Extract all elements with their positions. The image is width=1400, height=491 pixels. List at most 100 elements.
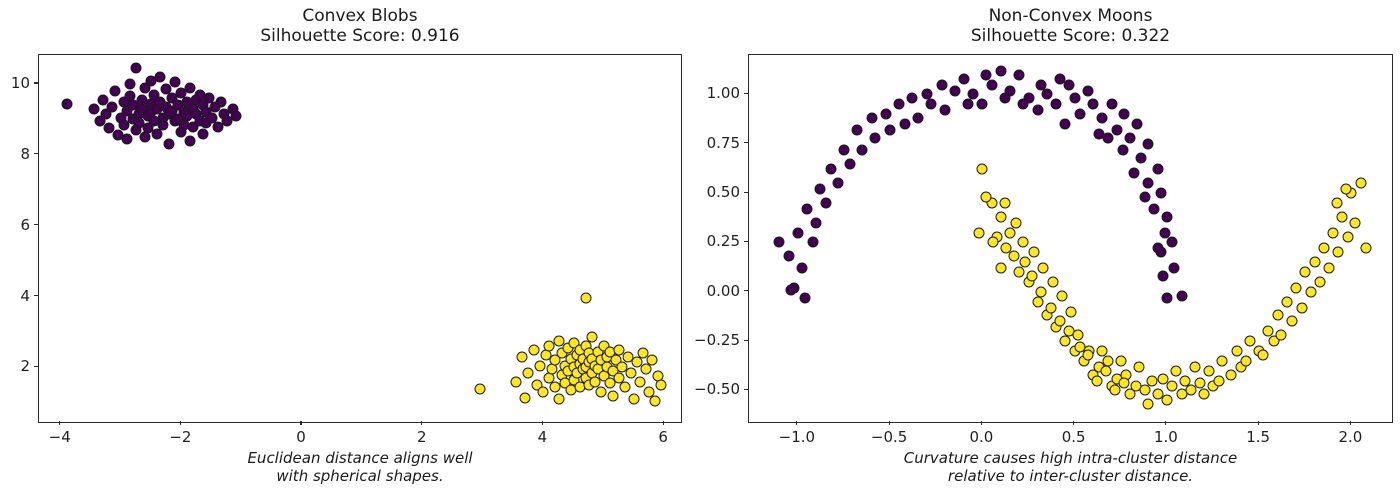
moon-cluster-1-point [1161, 394, 1173, 406]
x-tick-mark [662, 421, 664, 425]
moon-cluster-1-point [1275, 329, 1287, 341]
x-tick-mark [541, 421, 544, 425]
moon-cluster-0-point [1004, 85, 1016, 97]
moon-cluster-0-point [1168, 262, 1180, 274]
x-tick-label: −2 [169, 428, 192, 446]
moon-cluster-1-point [1019, 256, 1031, 268]
moon-cluster-0-point [851, 124, 863, 136]
blob-cluster-0-point [100, 108, 112, 120]
moon-cluster-0-point [1054, 73, 1066, 85]
moon-cluster-1-point [995, 262, 1007, 274]
x-tick-mark [59, 421, 61, 425]
moon-cluster-0-point [1063, 79, 1075, 91]
moon-cluster-1-point [1059, 335, 1071, 347]
right-plot-xlabel: Curvature causes high intra-cluster dist… [748, 449, 1393, 485]
x-tick-label: 2.0 [1338, 428, 1363, 446]
moon-cluster-1-point [1004, 227, 1016, 239]
moon-cluster-0-point [906, 92, 918, 104]
moon-cluster-0-point [884, 124, 896, 136]
moon-cluster-1-point [1100, 365, 1112, 377]
blob-cluster-1-point [528, 344, 540, 356]
y-tick-label: −0.50 [694, 380, 740, 399]
moon-cluster-0-point [1082, 85, 1094, 97]
moon-cluster-1-point [1272, 309, 1284, 321]
moon-cluster-0-point [1074, 108, 1086, 120]
moon-cluster-0-point [1117, 144, 1129, 156]
moon-cluster-1-point [1231, 345, 1243, 357]
moon-cluster-1-point [1336, 211, 1348, 223]
moon-cluster-0-point [1161, 211, 1173, 223]
right-plot-title-line2: Silhouette Score: 0.322 [970, 26, 1171, 46]
moon-cluster-1-point [986, 197, 998, 209]
x-tick-mark [888, 421, 890, 425]
blob-cluster-0-point [94, 115, 106, 127]
moon-cluster-0-point [1106, 98, 1118, 110]
right-plot-ticks: −1.0 −0.5 0.0 0.5 1.0 1.5 2.0 1.00 0.75 0.50 0.25 0… [694, 54, 1393, 446]
moon-cluster-1-point [973, 227, 985, 239]
blob-cluster-1-point [522, 367, 534, 379]
moon-cluster-1-point [1026, 270, 1038, 282]
moon-cluster-1-point [1203, 365, 1215, 377]
moon-cluster-0-point [899, 118, 911, 130]
moon-cluster-0-point [949, 85, 961, 97]
moon-cluster-1-point [1235, 361, 1247, 373]
blob-cluster-1-point [628, 393, 640, 405]
blob-cluster-1-point [613, 344, 625, 356]
moon-cluster-0-point [1069, 92, 1081, 104]
moon-cluster-0-point [925, 98, 937, 110]
moon-cluster-0-point [1135, 152, 1147, 164]
blob-cluster-1-point [649, 395, 661, 407]
blob-cluster-0-point [215, 96, 227, 108]
blob-cluster-1-point [655, 379, 667, 391]
moon-cluster-0-point [773, 236, 785, 248]
blob-cluster-1-point [610, 354, 622, 366]
blob-cluster-0-point [130, 62, 142, 74]
blob-cluster-1-point [474, 383, 486, 395]
x-tick-label: 0 [296, 428, 306, 446]
moon-cluster-0-point [820, 197, 832, 209]
moon-cluster-1-point [1054, 315, 1066, 327]
moon-cluster-0-point [1035, 79, 1047, 91]
moon-cluster-1-point [1028, 246, 1040, 258]
x-tick-label: 2 [416, 428, 427, 446]
blob-cluster-0-point [230, 110, 242, 122]
moon-cluster-0-point [785, 284, 796, 296]
blob-cluster-1-point [537, 386, 549, 398]
moon-cluster-1-point [1296, 302, 1308, 314]
blob-cluster-0-point [154, 71, 166, 83]
moon-cluster-1-point [1318, 242, 1330, 254]
blob-cluster-1-point [568, 337, 580, 349]
moon-cluster-0-point [995, 65, 1007, 77]
blob-cluster-1-point [631, 356, 643, 368]
blob-cluster-0-point [139, 82, 151, 94]
moon-cluster-0-point [844, 158, 856, 170]
moon-cluster-0-point [1142, 177, 1154, 189]
moon-cluster-1-point [1047, 276, 1058, 288]
moon-cluster-0-point [832, 177, 844, 189]
moon-cluster-0-point [1111, 124, 1123, 136]
moon-cluster-0-point [1041, 88, 1053, 100]
blob-cluster-0-point [203, 92, 215, 104]
blob-cluster-0-point [109, 85, 121, 97]
blob-cluster-1-point [516, 351, 528, 363]
moon-cluster-1-point [1000, 242, 1012, 254]
moon-cluster-0-point [810, 217, 822, 229]
x-tick-label: 6 [658, 428, 668, 446]
moon-cluster-1-point [1262, 325, 1274, 337]
y-tick-label: 6 [20, 215, 30, 234]
moon-cluster-0-point [1050, 98, 1062, 110]
y-tick-mark [744, 191, 748, 193]
y-tick-mark [744, 240, 748, 243]
moon-cluster-1-point [1157, 373, 1169, 385]
blob-cluster-0-point [61, 98, 73, 110]
moon-cluster-0-point [880, 108, 892, 120]
blob-cluster-0-point [184, 135, 196, 147]
moon-cluster-1-point [1091, 375, 1103, 387]
y-tick-mark [744, 92, 748, 95]
blob-cluster-0-point [88, 103, 100, 115]
blob-cluster-0-point [166, 92, 178, 104]
blob-cluster-0-point [124, 78, 136, 90]
left-plot-title-line1: Convex Blobs [302, 6, 418, 26]
blob-cluster-1-point [595, 386, 607, 398]
blob-cluster-1-point [589, 376, 601, 388]
